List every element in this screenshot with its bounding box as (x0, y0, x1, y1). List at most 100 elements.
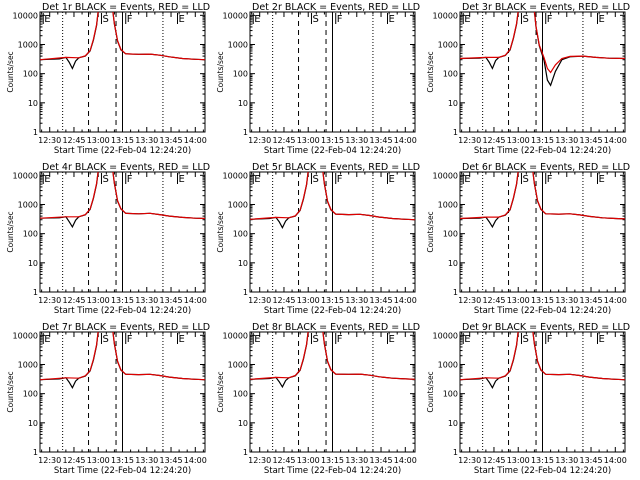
x-tick-label: 13:30 (135, 136, 158, 145)
x-tick-label: 12:30 (458, 136, 481, 145)
x-tick-label: 13:00 (297, 296, 320, 305)
series-line-lld (460, 172, 625, 220)
y-tick-label: 1000 (438, 360, 458, 369)
event-marker-label: E (179, 174, 185, 185)
x-axis-label: Start Time (22-Feb-04 12:24:20) (474, 466, 611, 476)
x-tick-label: 12:30 (248, 136, 271, 145)
x-tick-label: 12:30 (248, 296, 271, 305)
series-line-lld (40, 332, 205, 381)
event-marker-label: E (44, 174, 50, 185)
y-tick-label: 10 (448, 99, 458, 108)
event-marker-label: E (599, 334, 605, 345)
x-tick-label: 13:00 (507, 296, 530, 305)
x-axis-label: Start Time (22-Feb-04 12:24:20) (54, 466, 191, 476)
x-axis-label: Start Time (22-Feb-04 12:24:20) (54, 306, 191, 316)
x-tick-label: 13:45 (369, 456, 392, 465)
event-marker-label: E (389, 14, 395, 25)
y-tick-label: 100 (23, 230, 38, 239)
x-tick-label: 14:00 (394, 456, 417, 465)
x-tick-label: 13:45 (369, 136, 392, 145)
y-tick-label: 10000 (223, 171, 248, 180)
event-marker-label: F (337, 14, 343, 25)
x-tick-label: 12:45 (272, 296, 295, 305)
event-marker-label: S (312, 334, 318, 345)
event-marker-label: S (102, 14, 108, 25)
event-marker-label: S (522, 334, 528, 345)
event-marker-label: F (337, 174, 343, 185)
x-axis-label: Start Time (22-Feb-04 12:24:20) (264, 146, 401, 156)
event-marker-label: E (599, 174, 605, 185)
series-line-lld (460, 332, 625, 381)
event-marker-label: F (547, 174, 553, 185)
chart-panel-6: Det 6r BLACK = Events, RED = LLD 1 10 100 10… (426, 162, 630, 316)
event-marker-label: F (337, 334, 343, 345)
chart-panel-7: Det 7r BLACK = Events, RED = LLD 1 10 100 10… (6, 322, 210, 476)
x-tick-label: 13:30 (555, 136, 578, 145)
chart-title: Det 2r BLACK = Events, RED = LLD (252, 2, 420, 13)
x-tick-label: 12:45 (62, 296, 85, 305)
y-tick-label: 1 (453, 128, 458, 137)
y-tick-label: 100 (23, 390, 38, 399)
y-axis-label: Counts/sec (426, 211, 435, 252)
chart-title: Det 4r BLACK = Events, RED = LLD (42, 162, 210, 173)
y-tick-label: 1 (33, 448, 38, 457)
chart-panel-5: Det 5r BLACK = Events, RED = LLD 1 10 100 10… (216, 162, 420, 316)
event-marker-label: E (599, 14, 605, 25)
x-tick-label: 14:00 (184, 136, 207, 145)
x-tick-label: 12:30 (38, 456, 61, 465)
event-marker-label: E (44, 14, 50, 25)
x-tick-label: 12:30 (38, 136, 61, 145)
x-tick-label: 12:30 (38, 296, 61, 305)
y-tick-label: 100 (443, 70, 458, 79)
series-line-lld (250, 172, 415, 221)
x-tick-label: 14:00 (604, 136, 627, 145)
x-axis-label: Start Time (22-Feb-04 12:24:20) (264, 306, 401, 316)
x-tick-label: 14:00 (184, 296, 207, 305)
y-tick-label: 1000 (18, 360, 38, 369)
series-line-lld (460, 12, 625, 74)
event-marker-label: E (254, 174, 260, 185)
x-tick-label: 12:45 (62, 136, 85, 145)
y-axis-label: Counts/sec (216, 51, 225, 92)
y-axis-label: Counts/sec (426, 371, 435, 412)
x-tick-label: 13:30 (135, 296, 158, 305)
x-tick-label: 12:30 (248, 456, 271, 465)
x-tick-label: 13:30 (555, 296, 578, 305)
event-marker-label: E (179, 334, 185, 345)
y-tick-label: 10000 (13, 331, 38, 340)
chart-title: Det 5r BLACK = Events, RED = LLD (252, 162, 420, 173)
y-tick-label: 1000 (438, 200, 458, 209)
y-tick-label: 1 (453, 448, 458, 457)
x-tick-label: 13:15 (531, 136, 554, 145)
chart-title: Det 1r BLACK = Events, RED = LLD (42, 2, 210, 13)
y-axis-label: Counts/sec (6, 211, 15, 252)
x-tick-label: 13:15 (111, 456, 134, 465)
y-tick-label: 1000 (228, 360, 248, 369)
event-marker-label: F (127, 174, 133, 185)
x-tick-label: 13:00 (87, 456, 110, 465)
y-tick-label: 1000 (438, 40, 458, 49)
event-marker-label: E (464, 174, 470, 185)
x-tick-label: 13:15 (321, 296, 344, 305)
y-tick-label: 10000 (223, 11, 248, 20)
x-tick-label: 13:45 (159, 136, 182, 145)
event-marker-label: F (127, 14, 133, 25)
x-tick-label: 13:30 (345, 456, 368, 465)
x-tick-label: 13:30 (555, 456, 578, 465)
x-tick-label: 13:15 (531, 456, 554, 465)
x-tick-label: 13:45 (159, 456, 182, 465)
x-tick-label: 13:45 (369, 296, 392, 305)
event-marker-label: E (464, 14, 470, 25)
x-tick-label: 13:15 (531, 296, 554, 305)
y-tick-label: 10000 (433, 171, 458, 180)
y-tick-label: 100 (23, 70, 38, 79)
x-tick-label: 12:45 (272, 136, 295, 145)
x-tick-label: 13:15 (111, 296, 134, 305)
y-tick-label: 1 (243, 288, 248, 297)
x-tick-label: 12:30 (458, 296, 481, 305)
x-tick-label: 12:45 (482, 136, 505, 145)
chart-panel-9: Det 9r BLACK = Events, RED = LLD 1 10 100 10… (426, 322, 630, 476)
series-line-lld (40, 12, 205, 61)
x-axis-label: Start Time (22-Feb-04 12:24:20) (474, 146, 611, 156)
